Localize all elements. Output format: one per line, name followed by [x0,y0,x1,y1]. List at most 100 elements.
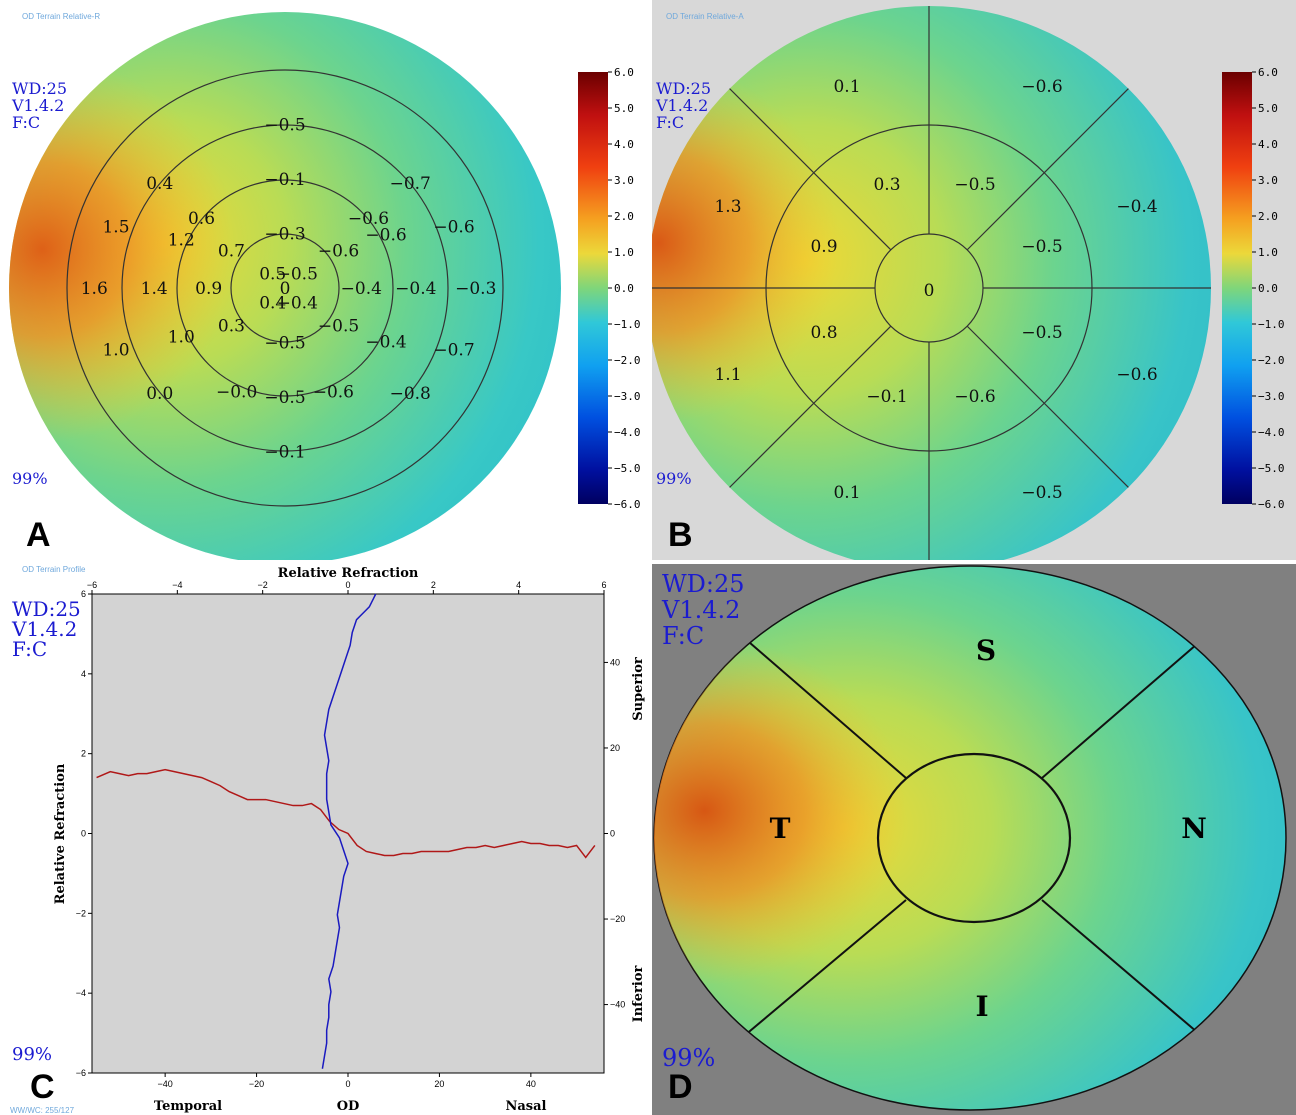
panel-b-percent: 99% [656,469,692,488]
sector-value: −0.6 [954,387,995,407]
sector-value: 0.1 [833,77,860,97]
zone-value: −0.6 [433,217,474,237]
panel-a-header: OD Terrain Relative-R [22,12,100,21]
left-tick-label: 6 [81,589,86,599]
sector-value: 1.1 [714,365,741,385]
sector-value: 0 [924,281,935,301]
zone-value: −0.3 [455,279,496,299]
sector-inferior: I [975,990,988,1023]
sector-value: 1.3 [714,197,741,217]
colorbar-ticks: 6.0 5.0 4.0 3.0 2.0 1.0 0.0 −1.0 −2.0 −3.0 −4.0 −5.… [608,66,641,511]
panel-d-version: V1.4.2 [661,596,740,624]
panel-b-label: B [668,516,693,554]
colorbar-tick-label: −4.0 [1258,426,1285,439]
colorbar [1222,72,1252,504]
sector-nasal: N [1181,812,1207,845]
zone-value: −0.5 [264,116,305,136]
zone-value: −0.4 [341,279,382,299]
right-tick-label: −20 [610,914,625,924]
colorbar-tick-label: −2.0 [1258,354,1285,367]
center-zone [876,752,1072,924]
panel-a-percent: 99% [12,469,48,488]
sector-temporal: T [770,812,791,845]
zone-value: −0.3 [264,225,305,245]
left-tick-label: 4 [81,669,86,679]
bottom-tick-label: −20 [249,1079,264,1089]
colorbar [578,72,608,504]
colorbar-tick-label: 4.0 [614,138,634,151]
zone-value: 0 [280,279,291,299]
top-tick-label: 0 [345,580,350,590]
sector-value: −0.4 [1116,197,1157,217]
zone-value: −0.7 [390,174,431,194]
sector-value: −0.5 [1021,483,1062,503]
panel-c: −40 −20 0 20 40 −6 −4 −2 0 2 4 6 −6 −4 −2 0 2 4 6 −40 −20 0 20… [0,564,650,1115]
sector-value: 0.1 [833,483,860,503]
panel-d-f: F:C [662,622,704,650]
colorbar-tick-label: −1.0 [614,318,641,331]
panel-c-label: C [30,1068,55,1106]
zone-value: −0.4 [395,279,436,299]
zone-value: −0.1 [264,443,305,463]
panel-c-footer: WW/WC: 255/127 [10,1106,75,1115]
chart-series [96,593,596,1069]
colorbar-tick-label: 5.0 [1258,102,1278,115]
zone-value: −0.5 [264,388,305,408]
zone-value: 1.4 [141,279,168,299]
zone-value: −0.6 [313,383,354,403]
colorbar-tick-label: −6.0 [614,498,641,511]
ring-2 [176,179,394,397]
top-tick-label: 6 [601,580,606,590]
colorbar-tick-label: −5.0 [1258,462,1285,475]
zone-value: 1.0 [102,341,129,361]
left-tick-label: −4 [76,988,86,998]
panel-a: −0.5 0.4 −0.7 −0.1 0.6 −0.6 1.5 −0.6 −0.3 1.2 0.7−… [0,0,650,560]
right-tick-label: 40 [610,657,620,667]
sector-grid [652,6,1211,560]
colorbar-tick-label: −5.0 [614,462,641,475]
panel-a-version: V1.4.2 [11,96,64,115]
zone-value: −0.6 [318,241,359,261]
zone-value: 0.4 [259,294,286,314]
panel-d-label: D [668,1068,693,1106]
sector-superior: S [976,634,996,667]
zone-value: 0.6 [188,209,215,229]
right-axis-label-top: Superior [631,657,646,721]
ring-1 [230,233,340,343]
panel-b-map: 0.1 −0.6 1.3 0.3 −0.5 −0.4 0.9 −0.5 0 0.8 −0.5 1.1 −… [652,6,1285,560]
zone-value: 1.5 [102,217,129,237]
left-tick-label: −6 [76,1068,86,1078]
colorbar-tick-label: −2.0 [614,354,641,367]
vertical-profile-line [321,593,377,1069]
zone-value: −0.7 [433,341,474,361]
x-axis-label-center: OD [337,1099,360,1114]
sector-value: 0.9 [810,237,837,257]
panel-c-wd: WD:25 [12,597,81,621]
top-tick-label: −6 [87,580,97,590]
colorbar-tick-label: 6.0 [1258,66,1278,79]
panel-a-map: −0.50.4 −0.7−0.10.6 −0.61.5 −0.6−0.31.20.7−… [9,12,641,560]
zone-value: 1.0 [168,327,195,347]
sector-value: 0.8 [810,323,837,343]
panel-a-wd: WD:25 [12,79,67,98]
zone-value: −0.5 [277,264,318,284]
map-hotspot [9,12,561,560]
ring-inner [874,233,984,343]
panel-c-f: F:C [12,637,47,661]
zone-value: −0.4 [277,294,318,314]
x-axis-label-left: Temporal [154,1099,222,1114]
top-tick-label: 4 [516,580,521,590]
ring-4 [66,69,504,507]
panel-b-header: OD Terrain Relative-A [666,12,744,21]
zone-value: 1.6 [81,279,108,299]
horizontal-profile-line [96,768,596,859]
panel-d-wd: WD:25 [662,570,745,598]
top-tick-label: −2 [258,580,268,590]
sector-value: −0.6 [1021,77,1062,97]
chart-title: Relative Refraction [278,566,419,581]
colorbar-tick-label: −1.0 [1258,318,1285,331]
zone-value: 0.9 [195,279,222,299]
colorbar-tick-label: 4.0 [1258,138,1278,151]
left-tick-label: −2 [76,908,86,918]
right-tick-label: −40 [610,1000,625,1010]
